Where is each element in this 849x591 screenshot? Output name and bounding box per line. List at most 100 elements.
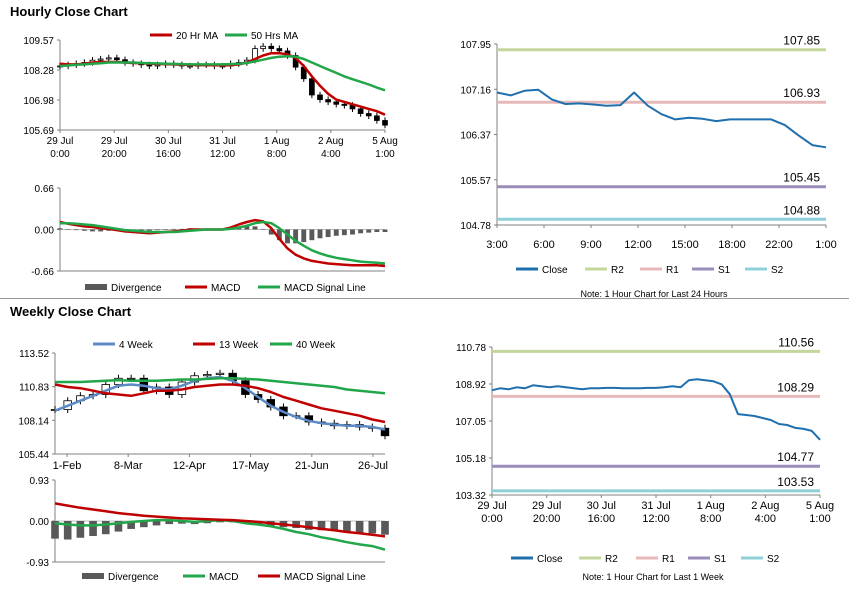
weekly-price-ytick-label: 110.83: [19, 383, 49, 394]
hourly-pivot-legend-close-label: Close: [542, 265, 568, 276]
hourly-legend-divergence-swatch: [85, 284, 107, 290]
weekly-legend-4-week-label: 4 Week: [119, 340, 154, 351]
weekly-pivot-xtick-time: 12:00: [642, 513, 670, 525]
weekly-legend-13-week-label: 13 Week: [219, 340, 259, 351]
weekly-macd-divergence-bar: [216, 521, 224, 523]
weekly-pivot-note: Note: 1 Hour Chart for Last 1 Week: [583, 572, 724, 582]
hourly-pivot-legend-r2-label: R2: [611, 265, 624, 276]
hourly-macd-divergence-bar: [179, 228, 185, 230]
hourly-price-xtick-time: 0:00: [50, 149, 70, 160]
weekly-price-ytick-label: 108.14: [18, 416, 49, 427]
hourly-price-ytick-label: 108.28: [23, 66, 54, 77]
hourly-pivot-s1-label: 105.45: [783, 171, 820, 185]
hourly-macd-divergence-bar: [98, 229, 104, 232]
hourly-pivot-xtick-label: 3:00: [486, 239, 507, 251]
hourly-chart-title: Hourly Close Chart: [10, 4, 128, 19]
hourly-macd-divergence-bar: [341, 229, 347, 236]
hourly-macd-divergence-bar: [65, 229, 71, 230]
hourly-macd-divergence-bar: [285, 229, 290, 244]
weekly-macd-divergence-bar: [368, 521, 377, 534]
hourly-macd-divergence-bar: [293, 229, 299, 244]
weekly-pivot-legend-close-label: Close: [537, 554, 563, 565]
hourly-pivot-xtick-label: 18:00: [718, 239, 746, 251]
hourly-price-candle-body: [317, 94, 323, 101]
weekly-macd-divergence-bar: [89, 521, 97, 536]
hourly-macd-ytick-label: 0.66: [35, 184, 55, 195]
hourly-price-xtick-time: 16:00: [156, 149, 181, 160]
hourly-price-candle-body: [146, 64, 153, 67]
weekly-pivot-legend-r2-label: R2: [605, 554, 618, 565]
weekly-pivot-ytick-label: 103.32: [455, 491, 486, 502]
weekly-pivot-r2-label: 110.56: [778, 335, 814, 349]
hourly-macd-divergence-bar: [333, 229, 339, 236]
hourly-price-ytick-label: 109.57: [23, 36, 54, 47]
hourly-price-xtick-time: 1:00: [375, 149, 395, 160]
weekly-macd-divergence-bar: [305, 521, 313, 530]
hourly-pivot-xtick-label: 1:00: [815, 239, 836, 251]
hourly-pivot-legend-r1-label: R1: [666, 265, 679, 276]
hourly-pivot-xtick-label: 6:00: [533, 239, 554, 251]
hourly-macd-divergence-bar: [90, 229, 95, 232]
hourly-macd-divergence-bar: [366, 229, 372, 233]
weekly-pivot-xtick-date: 1 Aug: [697, 500, 725, 512]
weekly-macd-ytick-label: 0.93: [30, 476, 50, 487]
hourly-macd-divergence-bar: [350, 229, 355, 235]
hourly-macd-divergence-bar: [276, 229, 282, 241]
weekly-pivot-xtick-time: 1:00: [809, 513, 830, 525]
hourly-price-candle-body: [374, 115, 380, 121]
hourly-price-candle-body: [341, 103, 348, 106]
weekly-price-xtick-label: 17-May: [232, 460, 269, 472]
weekly-pivot-xtick-date: 29 Jul: [532, 500, 561, 512]
hourly-macd-divergence-bar: [81, 229, 87, 231]
weekly-price-xtick-label: 8-Mar: [114, 460, 143, 472]
hourly-price-xtick-date: 5 Aug: [372, 136, 398, 147]
hourly-price-candle-body: [382, 120, 388, 126]
weekly-pivot-close-line: [491, 378, 821, 441]
weekly-macd-divergence-bar: [381, 521, 389, 535]
hourly-legend-divergence-label: Divergence: [111, 283, 162, 294]
weekly-macd-divergence-bar: [76, 521, 85, 538]
weekly-macd-divergence-bar: [101, 521, 110, 535]
weekly-legend-divergence-swatch: [82, 573, 104, 579]
weekly-macd-divergence-bar: [330, 521, 339, 531]
hourly-macd-divergence-bar: [374, 229, 380, 233]
hourly-price-candle-body: [333, 101, 340, 105]
hourly-macd-divergence-bar: [358, 229, 364, 234]
hourly-price-candle-body: [365, 113, 372, 117]
hourly-price-candle-body: [309, 78, 315, 96]
weekly-pivot-ytick-label: 110.78: [456, 343, 486, 354]
hourly-macd-divergence-bar: [268, 229, 274, 235]
weekly-pivot-ytick-label: 107.05: [455, 417, 486, 428]
hourly-pivot-ytick-label: 105.57: [460, 176, 491, 187]
hourly-price-xtick-date: 1 Aug: [264, 136, 290, 147]
weekly-macd-macd-signal-line-line: [54, 502, 386, 538]
hourly-pivot-xtick-label: 9:00: [580, 239, 601, 251]
hourly-price-xtick-time: 20:00: [102, 149, 127, 160]
weekly-macd-divergence-bar: [165, 521, 174, 525]
weekly-pivot-xtick-time: 4:00: [755, 513, 776, 525]
hourly-price-candle-body: [357, 108, 364, 114]
hourly-macd-ytick-label: -0.66: [31, 267, 54, 278]
hourly-price-candle-body: [114, 57, 120, 61]
weekly-pivot-xtick-date: 31 Jul: [641, 500, 670, 512]
hourly-price-candle-body: [260, 45, 266, 49]
hourly-pivot-ytick-label: 104.78: [460, 221, 491, 232]
hourly-macd-divergence-bar: [301, 229, 307, 243]
hourly-macd-divergence-bar: [382, 229, 388, 233]
hourly-macd-macd-signal-line-line: [60, 220, 386, 265]
hourly-legend-signal-label: MACD Signal Line: [284, 283, 366, 294]
weekly-pivot-legend-r1-label: R1: [662, 554, 675, 565]
hourly-pivot-xtick-label: 12:00: [624, 239, 652, 251]
hourly-legend-50hr-ma-label: 50 Hrs MA: [251, 31, 299, 42]
weekly-pivot-xtick-time: 20:00: [533, 513, 561, 525]
hourly-pivot-legend-s1-label: S1: [718, 265, 731, 276]
weekly-price-candle-body: [215, 372, 225, 375]
hourly-legend-20hr-ma-label: 20 Hr MA: [176, 31, 219, 42]
weekly-pivot-xtick-time: 8:00: [700, 513, 721, 525]
hourly-pivot-note: Note: 1 Hour Chart for Last 24 Hours: [580, 289, 728, 299]
hourly-macd-divergence-bar: [252, 226, 258, 230]
hourly-pivot-ytick-label: 106.37: [460, 131, 491, 142]
weekly-pivot-xtick-date: 30 Jul: [587, 500, 616, 512]
weekly-pivot-xtick-time: 16:00: [588, 513, 616, 525]
weekly-pivot-xtick-date: 29 Jul: [477, 500, 506, 512]
